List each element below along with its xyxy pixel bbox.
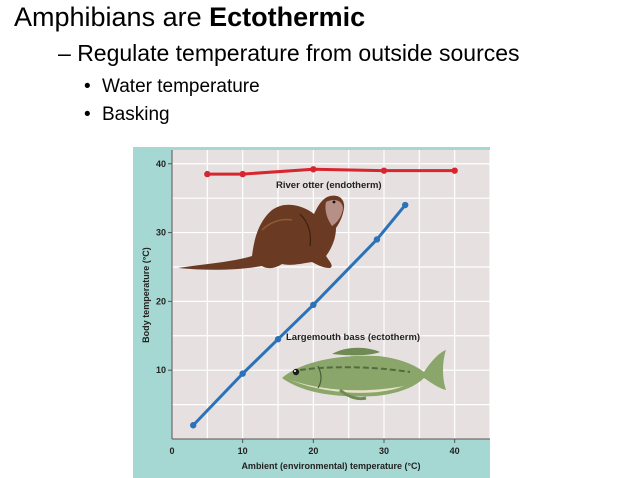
bass-series-point — [239, 370, 246, 377]
data-series — [190, 166, 458, 429]
bass-series-label: Largemouth bass (ectotherm) — [286, 332, 420, 343]
y-tick-label: 30 — [156, 228, 166, 238]
otter-series-point — [310, 166, 317, 173]
bullet-item-basking: • Basking — [84, 104, 170, 126]
slide-title-emphasis: Ectothermic — [209, 2, 366, 32]
axis-ticks: 10 20 30 40 0 10 20 30 40 — [156, 159, 460, 456]
x-tick-label: 40 — [450, 446, 460, 456]
y-axis-title: Body temperature (°C) — [141, 247, 151, 343]
sub-bullet-dash: – — [58, 40, 71, 66]
y-tick-label: 20 — [156, 296, 166, 306]
bullet-marker: • — [84, 76, 91, 97]
x-tick-label: 10 — [238, 446, 248, 456]
sub-bullet: – Regulate temperature from outside sour… — [58, 40, 520, 67]
axes — [171, 150, 490, 440]
x-tick-label: 0 — [169, 446, 174, 456]
bass-illustration — [282, 347, 446, 401]
x-tick-label: 20 — [308, 446, 318, 456]
otter-illustration — [178, 195, 345, 270]
x-tick-label: 30 — [379, 446, 389, 456]
bass-series-point — [402, 201, 409, 209]
bullet-marker: • — [84, 104, 91, 125]
y-tick-label: 10 — [156, 365, 166, 375]
otter-series-point — [239, 170, 246, 178]
bass-series-point — [310, 301, 317, 309]
bullet-text: Water temperature — [102, 76, 260, 97]
sub-bullet-text: Regulate temperature from outside source… — [77, 40, 520, 66]
bass-series-point — [190, 422, 197, 429]
bullet-item-water: • Water temperature — [84, 76, 260, 98]
slide-title: Amphibians are Ectothermic — [14, 2, 366, 32]
y-tick-label: 40 — [156, 159, 166, 169]
otter-series-point — [204, 170, 211, 178]
x-axis-title: Ambient (environmental) temperature (°C) — [241, 461, 420, 471]
otter-series-label: River otter (endotherm) — [276, 180, 382, 191]
bullet-text: Basking — [102, 104, 170, 125]
otter-series-point — [451, 167, 458, 174]
bass-series-point — [274, 336, 282, 343]
bass-series-point — [373, 236, 381, 243]
otter-series-point — [380, 167, 388, 174]
bass-series-line — [192, 204, 407, 427]
